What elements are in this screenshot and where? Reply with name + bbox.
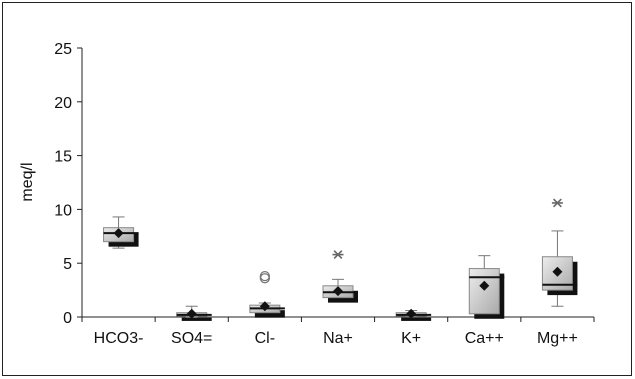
outlier-point [259, 270, 271, 282]
extreme-point-stroke [333, 250, 343, 260]
extreme-point-stroke [553, 198, 562, 208]
chart-frame [2, 2, 632, 376]
y-tick-label: 5 [63, 256, 72, 273]
mean-marker [333, 286, 343, 297]
mean-marker [259, 301, 270, 312]
boxes [103, 198, 578, 321]
x-ticks: HCO3- SO4= Cl- Na+ K+ Ca++ Mg++ [81, 317, 595, 347]
y-tick-label: 0 [63, 310, 72, 327]
box-group-5 [468, 255, 505, 319]
outlier-point [259, 273, 271, 284]
box-group-1 [176, 305, 212, 321]
x-tick-label: SO4= [171, 330, 212, 347]
x-tick-label: Ca++ [465, 330, 504, 347]
axes [81, 48, 594, 318]
mean-marker [552, 266, 563, 277]
x-tick-label: Cl- [255, 330, 275, 347]
y-axis-title: meq/l [19, 162, 36, 201]
x-tick-label: HCO3- [94, 330, 144, 347]
box-group-4 [395, 308, 432, 321]
box-group-0 [103, 216, 139, 249]
box-shadow [401, 317, 432, 321]
mean-marker [186, 308, 197, 319]
y-ticks: 0 5 10 15 20 25 [54, 41, 82, 327]
x-tick-label: K+ [401, 330, 421, 347]
box-group-3 [322, 250, 358, 303]
y-tick-label: 10 [54, 202, 72, 219]
box-body [468, 268, 500, 315]
mean-marker [479, 280, 490, 291]
box-group-6 [541, 198, 578, 307]
y-tick-label: 25 [54, 41, 72, 58]
y-tick-label: 15 [54, 149, 72, 166]
box-shadow [254, 310, 285, 318]
y-tick-label: 20 [54, 95, 72, 112]
x-tick-label: Na+ [323, 330, 353, 347]
x-tick-label: Mg++ [537, 330, 578, 347]
mean-marker [406, 308, 417, 319]
mean-marker [113, 228, 124, 239]
box-shadow [181, 317, 212, 321]
box-group-2 [249, 270, 285, 318]
